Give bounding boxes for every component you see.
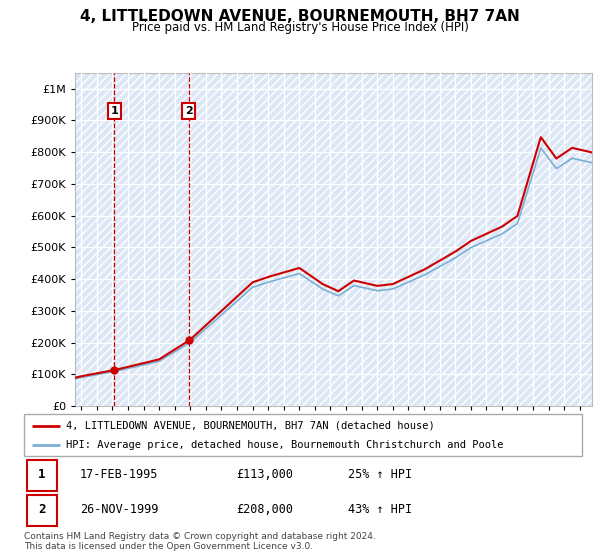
Text: 2: 2 xyxy=(185,106,193,116)
Text: 4, LITTLEDOWN AVENUE, BOURNEMOUTH, BH7 7AN: 4, LITTLEDOWN AVENUE, BOURNEMOUTH, BH7 7… xyxy=(80,9,520,24)
Text: 4, LITTLEDOWN AVENUE, BOURNEMOUTH, BH7 7AN (detached house): 4, LITTLEDOWN AVENUE, BOURNEMOUTH, BH7 7… xyxy=(66,421,434,431)
Text: 1: 1 xyxy=(38,468,46,481)
FancyBboxPatch shape xyxy=(27,460,58,491)
Text: 25% ↑ HPI: 25% ↑ HPI xyxy=(347,468,412,481)
Text: £113,000: £113,000 xyxy=(236,468,293,481)
Text: 26-NOV-1999: 26-NOV-1999 xyxy=(80,503,158,516)
Text: Contains HM Land Registry data © Crown copyright and database right 2024.
This d: Contains HM Land Registry data © Crown c… xyxy=(24,532,376,552)
Text: 2: 2 xyxy=(38,503,46,516)
Text: 1: 1 xyxy=(110,106,118,116)
Text: 43% ↑ HPI: 43% ↑ HPI xyxy=(347,503,412,516)
FancyBboxPatch shape xyxy=(27,495,58,526)
FancyBboxPatch shape xyxy=(24,414,582,456)
Text: £208,000: £208,000 xyxy=(236,503,293,516)
Text: Price paid vs. HM Land Registry's House Price Index (HPI): Price paid vs. HM Land Registry's House … xyxy=(131,21,469,34)
Text: HPI: Average price, detached house, Bournemouth Christchurch and Poole: HPI: Average price, detached house, Bour… xyxy=(66,440,503,450)
Text: 17-FEB-1995: 17-FEB-1995 xyxy=(80,468,158,481)
